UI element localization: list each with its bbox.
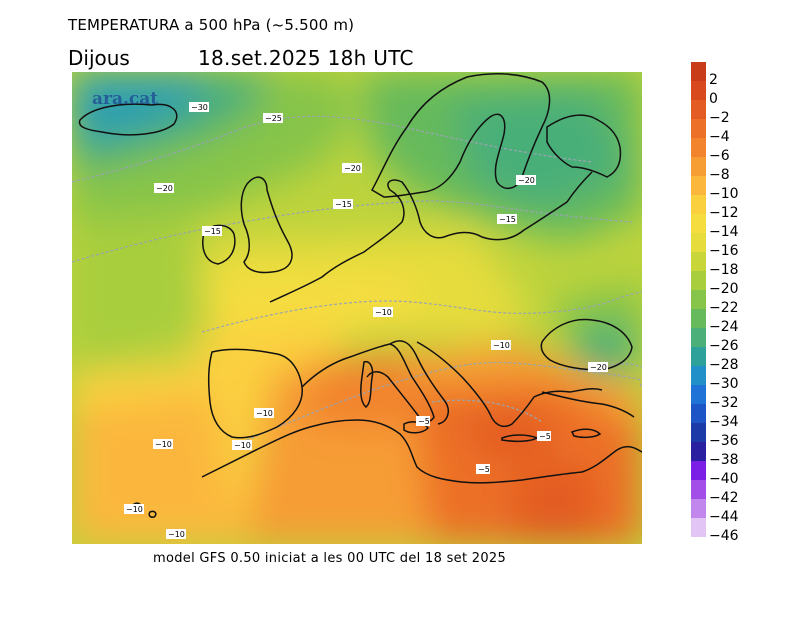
legend-label: −12: [709, 205, 739, 221]
legend-label: −18: [709, 262, 739, 278]
contour-label: −5: [416, 416, 430, 426]
legend-swatch: [691, 442, 706, 461]
svg-text:−20: −20: [344, 164, 361, 173]
legend-swatch: [691, 62, 706, 81]
contour-label: −20: [154, 183, 174, 193]
model-footer: model GFS 0.50 iniciat a les 00 UTC del …: [153, 551, 507, 566]
contour-label: −15: [202, 226, 222, 236]
legend-label: −30: [709, 376, 739, 392]
legend-label: −42: [709, 490, 739, 506]
legend-swatch: [691, 385, 706, 404]
svg-text:−10: −10: [126, 505, 143, 514]
contour-label: −10: [166, 529, 186, 539]
legend-label: −32: [709, 395, 739, 411]
svg-text:−20: −20: [156, 184, 173, 193]
map-title: TEMPERATURA a 500 hPa (~5.500 m): [68, 16, 355, 34]
legend-swatch: [691, 100, 706, 119]
legend-label: −4: [709, 129, 730, 145]
watermark-text: ara.cat: [92, 89, 158, 109]
contour-label: −5: [476, 464, 490, 474]
contour-label: −10: [254, 408, 274, 418]
svg-text:−25: −25: [265, 114, 282, 123]
legend-swatch: [691, 271, 706, 290]
svg-text:−30: −30: [191, 103, 208, 112]
svg-text:−10: −10: [256, 409, 273, 418]
legend-swatch: [691, 195, 706, 214]
legend-swatch: [691, 423, 706, 442]
legend-label: −46: [709, 528, 739, 544]
legend-swatch: [691, 119, 706, 138]
contour-label: −30: [189, 102, 209, 112]
legend-swatch: [691, 347, 706, 366]
legend-swatch: [691, 366, 706, 385]
legend-label: −10: [709, 186, 739, 202]
legend-swatch: [691, 461, 706, 480]
contour-label: −10: [232, 440, 252, 450]
contour-label: −10: [124, 504, 144, 514]
svg-text:−20: −20: [590, 363, 607, 372]
legend-label: −28: [709, 357, 739, 373]
legend-label: −36: [709, 433, 739, 449]
legend-label: −40: [709, 471, 739, 487]
svg-text:−15: −15: [204, 227, 221, 236]
legend-label: 0: [709, 91, 718, 107]
temperature-map: ara.cat −30 −25 −20 −20 −20 −15 −15 −15 …: [72, 72, 642, 544]
legend-label: −22: [709, 300, 739, 316]
legend-label: −26: [709, 338, 739, 354]
legend-swatch: [691, 157, 706, 176]
svg-text:−10: −10: [155, 440, 172, 449]
legend-swatch: [691, 518, 706, 537]
contour-label: −25: [263, 113, 283, 123]
legend-swatch: [691, 138, 706, 157]
legend-label: −24: [709, 319, 739, 335]
contour-label: −15: [497, 214, 517, 224]
legend-swatch: [691, 328, 706, 347]
forecast-datetime: 18.set.2025 18h UTC: [198, 46, 414, 70]
legend-label: −6: [709, 148, 730, 164]
contour-label: −20: [342, 163, 362, 173]
temperature-legend: 2 0 −2 −4 −6 −8 −10 −12 −14 −16 −18 −20 −22 −24 −26 −28…: [691, 62, 781, 556]
svg-text:−10: −10: [168, 530, 185, 539]
legend-label: −2: [709, 110, 730, 126]
contour-label: −10: [491, 340, 511, 350]
svg-text:−5: −5: [478, 465, 490, 474]
svg-text:−15: −15: [499, 215, 516, 224]
forecast-day: Dijous: [68, 46, 130, 70]
legend-swatch: [691, 290, 706, 309]
svg-text:−5: −5: [418, 417, 430, 426]
legend-swatch: [691, 480, 706, 499]
svg-text:−10: −10: [234, 441, 251, 450]
legend-label: −34: [709, 414, 739, 430]
legend-label: −38: [709, 452, 739, 468]
legend-swatch: [691, 214, 706, 233]
svg-text:−20: −20: [518, 176, 535, 185]
coastlines: [78, 72, 642, 518]
contour-labels: −30 −25 −20 −20 −20 −15 −15 −15 −10 −10 …: [124, 102, 608, 539]
legend-swatch: [691, 176, 706, 195]
contour-label: −20: [588, 362, 608, 372]
legend-swatch: [691, 233, 706, 252]
contour-label: −15: [333, 199, 353, 209]
legend-label: 2: [709, 72, 718, 88]
legend-swatch: [691, 309, 706, 328]
contour-label: −5: [537, 431, 551, 441]
legend-label: −44: [709, 509, 739, 525]
legend-label: −16: [709, 243, 739, 259]
legend-label: −20: [709, 281, 739, 297]
svg-text:−10: −10: [493, 341, 510, 350]
contour-label: −20: [516, 175, 536, 185]
legend-swatch: [691, 252, 706, 271]
legend-label: −8: [709, 167, 730, 183]
svg-text:−10: −10: [375, 308, 392, 317]
legend-swatch: [691, 81, 706, 100]
legend-label: −14: [709, 224, 739, 240]
svg-text:−5: −5: [539, 432, 551, 441]
legend-swatch: [691, 404, 706, 423]
legend-swatch: [691, 499, 706, 518]
svg-text:−15: −15: [335, 200, 352, 209]
contour-label: −10: [373, 307, 393, 317]
contour-label: −10: [153, 439, 173, 449]
